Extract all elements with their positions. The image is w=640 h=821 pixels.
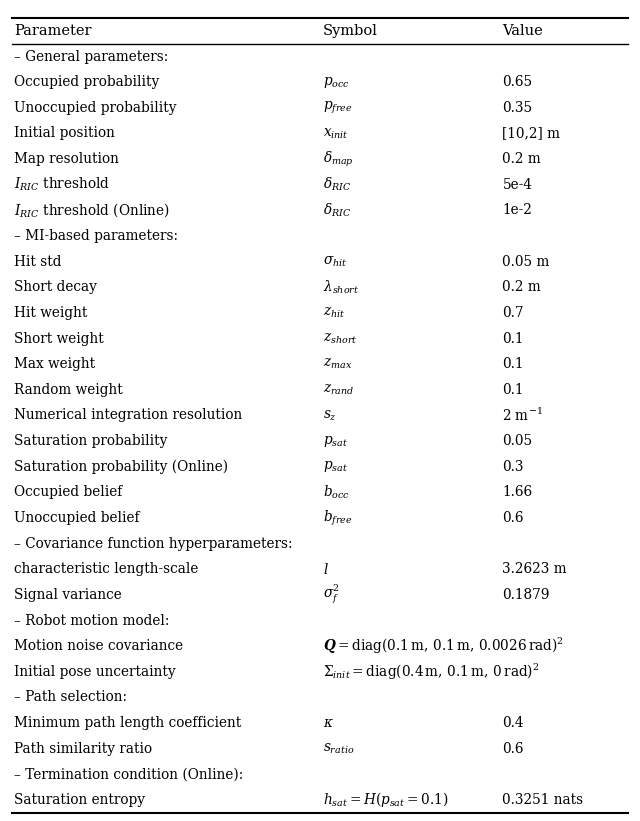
Text: $h_{sat} = H(p_{sat} = 0.1)$: $h_{sat} = H(p_{sat} = 0.1)$	[323, 791, 449, 810]
Text: 0.05: 0.05	[502, 434, 532, 448]
Text: $z_{max}$: $z_{max}$	[323, 357, 353, 371]
Text: – Path selection:: – Path selection:	[14, 690, 127, 704]
Text: $z_{short}$: $z_{short}$	[323, 332, 358, 346]
Text: $\Sigma_{init} = \mathrm{diag}(0.4\,\mathrm{m},\,0.1\,\mathrm{m},\,0\,\mathrm{ra: $\Sigma_{init} = \mathrm{diag}(0.4\,\mat…	[323, 662, 540, 682]
Text: 5e-4: 5e-4	[502, 177, 532, 191]
Text: $\delta_{RIC}$: $\delta_{RIC}$	[323, 176, 351, 194]
Text: 1.66: 1.66	[502, 485, 532, 499]
Text: $I_{RIC}$ threshold (Online): $I_{RIC}$ threshold (Online)	[14, 201, 170, 219]
Text: Hit weight: Hit weight	[14, 306, 88, 320]
Text: $\lambda_{short}$: $\lambda_{short}$	[323, 278, 360, 296]
Text: – Robot motion model:: – Robot motion model:	[14, 613, 170, 627]
Text: Path similarity ratio: Path similarity ratio	[14, 741, 152, 755]
Text: $\kappa$: $\kappa$	[323, 716, 334, 730]
Text: 0.35: 0.35	[502, 101, 532, 115]
Text: 0.1: 0.1	[502, 332, 524, 346]
Text: Random weight: Random weight	[14, 383, 123, 397]
Text: – Covariance function hyperparameters:: – Covariance function hyperparameters:	[14, 537, 292, 551]
Text: 0.65: 0.65	[502, 76, 532, 89]
Text: $p_{free}$: $p_{free}$	[323, 99, 353, 116]
Text: $s_z$: $s_z$	[323, 408, 337, 423]
Text: Initial pose uncertainty: Initial pose uncertainty	[14, 665, 176, 679]
Text: $s_{ratio}$: $s_{ratio}$	[323, 741, 355, 756]
Text: Unoccupied probability: Unoccupied probability	[14, 101, 177, 115]
Text: 0.7: 0.7	[502, 306, 524, 320]
Text: 0.1: 0.1	[502, 383, 524, 397]
Text: Numerical integration resolution: Numerical integration resolution	[14, 408, 243, 423]
Text: $b_{occ}$: $b_{occ}$	[323, 484, 350, 501]
Text: 0.6: 0.6	[502, 741, 524, 755]
Text: 0.4: 0.4	[502, 716, 524, 730]
Text: $\boldsymbol{Q} = \mathrm{diag}(0.1\,\mathrm{m},\,0.1\,\mathrm{m},\,0.0026\,\mat: $\boldsymbol{Q} = \mathrm{diag}(0.1\,\ma…	[323, 636, 564, 656]
Text: $p_{occ}$: $p_{occ}$	[323, 75, 350, 89]
Text: 0.2 m: 0.2 m	[502, 280, 541, 294]
Text: 0.3251 nats: 0.3251 nats	[502, 793, 584, 807]
Text: [10,2] m: [10,2] m	[502, 126, 561, 140]
Text: 0.1: 0.1	[502, 357, 524, 371]
Text: 0.6: 0.6	[502, 511, 524, 525]
Text: $\sigma_{hit}$: $\sigma_{hit}$	[323, 255, 348, 268]
Text: 0.05 m: 0.05 m	[502, 255, 550, 268]
Text: characteristic length-scale: characteristic length-scale	[14, 562, 198, 576]
Text: $l$: $l$	[323, 562, 329, 576]
Text: $z_{hit}$: $z_{hit}$	[323, 305, 346, 320]
Text: 2 m$^{-1}$: 2 m$^{-1}$	[502, 406, 543, 424]
Text: $z_{rand}$: $z_{rand}$	[323, 383, 355, 397]
Text: $\sigma_f^2$: $\sigma_f^2$	[323, 583, 340, 607]
Text: Minimum path length coefficient: Minimum path length coefficient	[14, 716, 241, 730]
Text: 0.2 m: 0.2 m	[502, 152, 541, 166]
Text: Saturation probability: Saturation probability	[14, 434, 168, 448]
Text: Max weight: Max weight	[14, 357, 95, 371]
Text: $p_{sat}$: $p_{sat}$	[323, 459, 348, 475]
Text: Occupied probability: Occupied probability	[14, 76, 159, 89]
Text: Symbol: Symbol	[323, 24, 378, 38]
Text: $x_{init}$: $x_{init}$	[323, 126, 349, 140]
Text: $p_{sat}$: $p_{sat}$	[323, 433, 348, 448]
Text: 1e-2: 1e-2	[502, 204, 532, 218]
Text: – General parameters:: – General parameters:	[14, 49, 168, 63]
Text: $\delta_{map}$: $\delta_{map}$	[323, 149, 354, 168]
Text: 0.1879: 0.1879	[502, 588, 550, 602]
Text: Parameter: Parameter	[14, 24, 92, 38]
Text: $b_{free}$: $b_{free}$	[323, 508, 353, 528]
Text: $\delta_{RIC}$: $\delta_{RIC}$	[323, 202, 351, 219]
Text: Saturation probability (Online): Saturation probability (Online)	[14, 460, 228, 474]
Text: Hit std: Hit std	[14, 255, 61, 268]
Text: Occupied belief: Occupied belief	[14, 485, 122, 499]
Text: 0.3: 0.3	[502, 460, 524, 474]
Text: Unoccupied belief: Unoccupied belief	[14, 511, 140, 525]
Text: Short weight: Short weight	[14, 332, 104, 346]
Text: Saturation entropy: Saturation entropy	[14, 793, 145, 807]
Text: Signal variance: Signal variance	[14, 588, 122, 602]
Text: – Termination condition (Online):: – Termination condition (Online):	[14, 768, 243, 782]
Text: Initial position: Initial position	[14, 126, 115, 140]
Text: 3.2623 m: 3.2623 m	[502, 562, 567, 576]
Text: – MI-based parameters:: – MI-based parameters:	[14, 229, 178, 243]
Text: Motion noise covariance: Motion noise covariance	[14, 640, 183, 654]
Text: Map resolution: Map resolution	[14, 152, 119, 166]
Text: Value: Value	[502, 24, 543, 38]
Text: $I_{RIC}$ threshold: $I_{RIC}$ threshold	[14, 176, 110, 194]
Text: Short decay: Short decay	[14, 280, 97, 294]
